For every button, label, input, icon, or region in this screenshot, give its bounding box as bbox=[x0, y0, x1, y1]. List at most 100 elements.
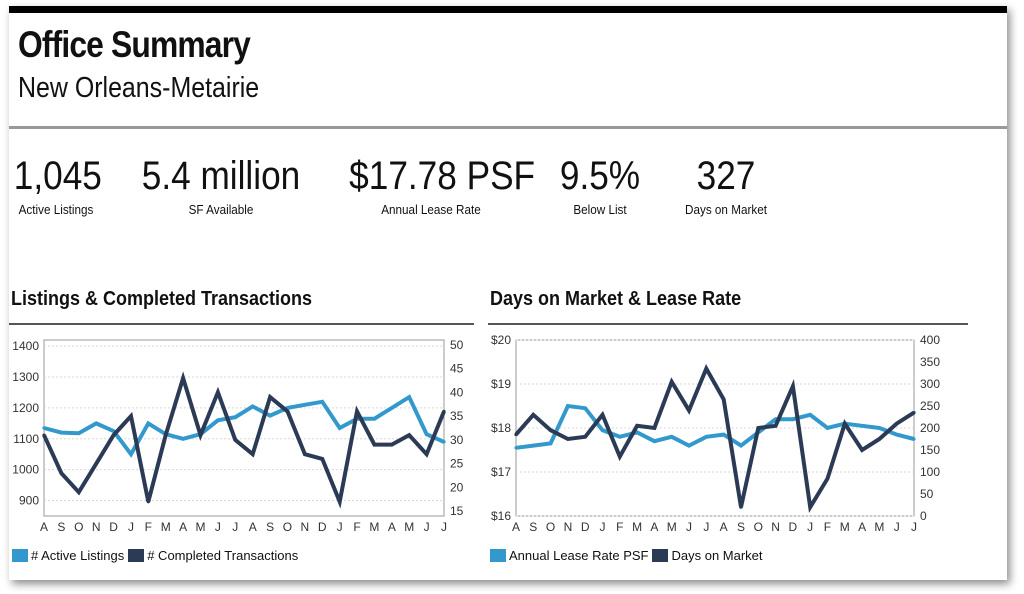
x-tick-label: A bbox=[40, 520, 48, 534]
data-point bbox=[635, 430, 639, 434]
data-point bbox=[583, 435, 587, 439]
data-point bbox=[233, 415, 237, 419]
chart-divider bbox=[9, 323, 474, 325]
right-tick-label: 40 bbox=[450, 385, 464, 399]
x-tick-label: O bbox=[754, 520, 763, 534]
data-point bbox=[442, 440, 446, 444]
data-point bbox=[285, 409, 290, 413]
data-point bbox=[877, 426, 881, 430]
data-point bbox=[531, 413, 535, 417]
x-tick-label: M bbox=[369, 520, 379, 534]
right-tick-label: 50 bbox=[450, 338, 464, 352]
data-point bbox=[129, 452, 133, 456]
page-title: Office Summary bbox=[18, 24, 251, 65]
legend-item: Days on Market bbox=[652, 548, 763, 563]
data-point bbox=[42, 426, 46, 430]
left-tick-label: $19 bbox=[491, 377, 511, 391]
legend-days: Annual Lease Rate PSF Days on Market bbox=[490, 548, 767, 563]
data-point bbox=[739, 444, 743, 448]
data-point bbox=[843, 422, 847, 426]
x-tick-label: A bbox=[720, 520, 728, 534]
data-point bbox=[549, 441, 553, 445]
data-point bbox=[652, 439, 657, 443]
x-tick-label: A bbox=[388, 520, 396, 534]
legend-label: Annual Lease Rate PSF bbox=[509, 548, 649, 563]
data-point bbox=[372, 443, 377, 447]
left-tick-label: 1100 bbox=[13, 432, 39, 446]
series-line-b bbox=[42, 371, 446, 509]
data-point bbox=[338, 426, 342, 430]
right-tick-label: 0 bbox=[920, 509, 927, 523]
data-point bbox=[912, 411, 916, 415]
data-point bbox=[59, 431, 63, 435]
stat-label: Below List bbox=[573, 202, 627, 217]
data-point bbox=[687, 444, 691, 448]
legend-listings: # Active Listings # Completed Transactio… bbox=[12, 548, 302, 563]
data-point bbox=[320, 457, 324, 461]
data-point bbox=[566, 404, 570, 408]
data-point bbox=[268, 395, 272, 399]
data-point bbox=[531, 444, 535, 448]
legend-swatch bbox=[128, 549, 145, 562]
x-tick-label: J bbox=[894, 520, 900, 534]
x-tick-label: D bbox=[109, 520, 118, 534]
series-line-b bbox=[514, 364, 916, 514]
x-tick-label: J bbox=[337, 520, 343, 534]
data-point bbox=[635, 424, 639, 428]
data-point bbox=[42, 433, 46, 437]
stat-value: 1,045 bbox=[13, 154, 102, 198]
data-point bbox=[739, 505, 743, 509]
legend-label: # Completed Transactions bbox=[147, 548, 299, 563]
data-point bbox=[303, 452, 307, 456]
data-point bbox=[808, 505, 812, 509]
x-tick-label: J bbox=[600, 520, 606, 534]
data-point bbox=[198, 433, 203, 437]
page-subtitle: New Orleans-Metairie bbox=[18, 72, 260, 104]
top-bar bbox=[9, 6, 1007, 13]
stat-value: $17.78 PSF bbox=[349, 154, 536, 198]
data-point bbox=[59, 471, 63, 475]
x-tick-label: M bbox=[161, 520, 171, 534]
stat-label: Annual Lease Rate bbox=[381, 202, 481, 217]
x-tick-label: J bbox=[215, 520, 221, 534]
x-tick-label: M bbox=[196, 520, 206, 534]
data-point bbox=[181, 376, 185, 380]
left-tick-label: $18 bbox=[491, 421, 511, 435]
data-point bbox=[566, 437, 570, 441]
header-divider bbox=[9, 126, 1007, 129]
data-point bbox=[773, 424, 778, 428]
stat-value: 5.4 million bbox=[141, 154, 301, 198]
x-tick-label: D bbox=[581, 520, 590, 534]
data-point bbox=[514, 433, 518, 437]
stat-sf-available: 5.4 million SF Available bbox=[130, 152, 312, 217]
left-tick-label: $16 bbox=[491, 509, 511, 523]
x-tick-label: S bbox=[57, 520, 65, 534]
stat-value: 327 bbox=[696, 154, 756, 198]
x-tick-label: A bbox=[179, 520, 187, 534]
x-tick-label: M bbox=[874, 520, 884, 534]
x-tick-label: N bbox=[564, 520, 573, 534]
data-point bbox=[877, 437, 881, 441]
data-point bbox=[895, 422, 899, 426]
stat-days-on-market: 327 Days on Market bbox=[676, 152, 776, 217]
data-point bbox=[825, 477, 830, 481]
x-tick-label: J bbox=[807, 520, 813, 534]
data-point bbox=[181, 437, 185, 441]
data-point bbox=[600, 413, 605, 417]
data-point bbox=[338, 500, 342, 504]
data-point bbox=[756, 426, 760, 430]
x-tick-label: N bbox=[301, 520, 310, 534]
stat-value: 9.5% bbox=[559, 154, 641, 198]
x-tick-label: J bbox=[686, 520, 692, 534]
data-point bbox=[77, 490, 81, 494]
right-tick-label: 30 bbox=[450, 433, 464, 447]
x-tick-label: J bbox=[441, 520, 447, 534]
x-tick-label: N bbox=[92, 520, 101, 534]
x-tick-label: M bbox=[404, 520, 414, 534]
data-point bbox=[583, 406, 587, 410]
x-tick-label: A bbox=[858, 520, 866, 534]
legend-item: Annual Lease Rate PSF bbox=[490, 548, 648, 563]
chart-title-listings: Listings & Completed Transactions bbox=[11, 288, 313, 310]
x-tick-label: M bbox=[632, 520, 642, 534]
data-point bbox=[912, 437, 916, 441]
